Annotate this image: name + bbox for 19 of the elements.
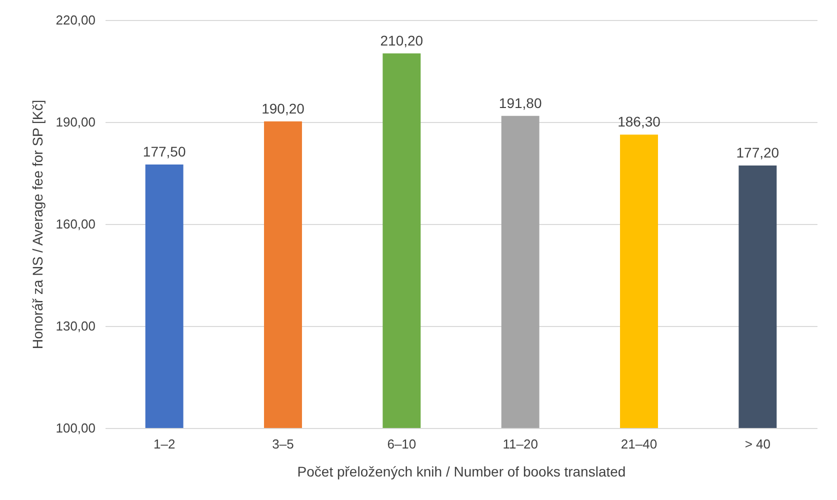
y-tick-label: 220,00 xyxy=(56,12,96,28)
y-tick-label: 160,00 xyxy=(56,216,96,232)
x-tick-label: 6–10 xyxy=(387,436,416,452)
data-label: 177,50 xyxy=(142,144,186,160)
x-tick-label: > 40 xyxy=(744,436,771,452)
data-label: 210,20 xyxy=(380,32,424,48)
x-tick-label: 1–2 xyxy=(153,436,176,452)
y-tick-label: 130,00 xyxy=(56,318,96,334)
x-tick-label: 3–5 xyxy=(272,436,294,452)
y-axis-title: Honorář za NS / Average fee for SP [Kč] xyxy=(30,100,46,350)
data-label: 186,30 xyxy=(618,114,661,130)
x-tick-label: 11–20 xyxy=(502,436,538,452)
data-label: 191,80 xyxy=(498,94,542,111)
x-axis-title: Počet přeložených knih / Number of books translated xyxy=(297,464,626,480)
data-label: 177,20 xyxy=(736,144,780,161)
data-label: 190,20 xyxy=(262,100,305,116)
y-tick-label: 100,00 xyxy=(56,420,96,436)
y-tick-label: 190,00 xyxy=(56,114,96,130)
x-tick-label: 21–40 xyxy=(620,436,658,452)
